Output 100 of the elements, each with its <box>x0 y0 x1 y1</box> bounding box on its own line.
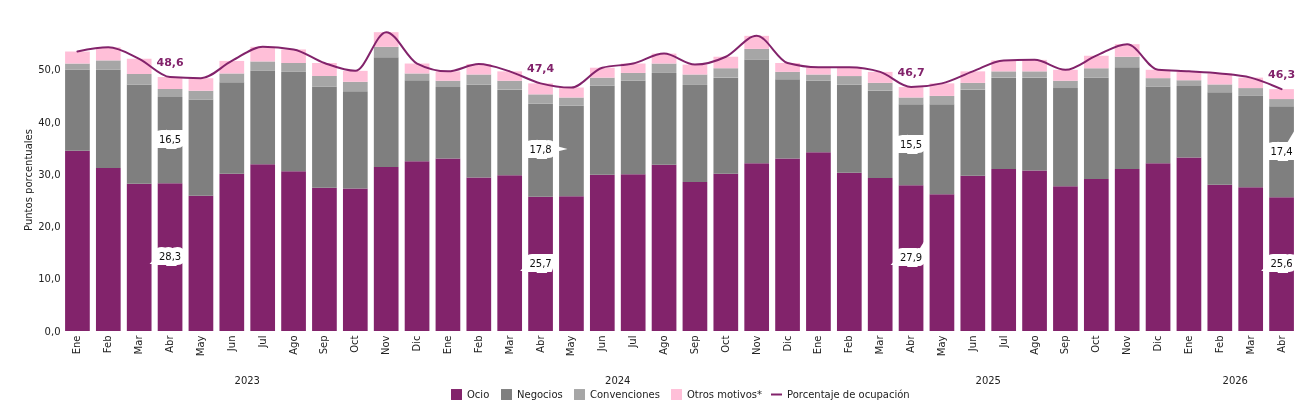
bar <box>497 89 523 176</box>
bar <box>1022 77 1047 171</box>
bar <box>1207 184 1233 331</box>
x-tick-label: Dic <box>781 335 793 352</box>
x-tick-label: Jun <box>596 335 608 353</box>
bar <box>281 71 306 172</box>
bar <box>1053 80 1078 89</box>
bar <box>682 182 708 331</box>
y-tick-label: 10,0 <box>38 273 61 285</box>
bar <box>435 87 461 159</box>
x-tick-label: Nov <box>1121 335 1133 356</box>
x-tick-label: Mar <box>503 334 515 355</box>
x-tick-label: Oct <box>1090 335 1102 353</box>
bar <box>188 78 214 91</box>
x-tick-label: Ene <box>71 335 83 355</box>
x-tick-label: Jul <box>997 335 1009 349</box>
x-tick-label: May <box>935 335 947 357</box>
bar <box>65 63 90 70</box>
bar <box>929 194 955 331</box>
y-tick-label: 20,0 <box>38 221 61 233</box>
bar <box>559 97 584 106</box>
legend-label: Negocios <box>517 388 563 400</box>
bar <box>960 82 986 90</box>
bar <box>157 77 183 90</box>
x-tick-label: Dic <box>411 335 423 352</box>
bar <box>898 97 924 105</box>
bar <box>1238 95 1264 188</box>
x-tick-label: Mar <box>133 334 145 355</box>
bar <box>435 80 461 88</box>
bar <box>342 91 368 189</box>
bar <box>466 84 492 178</box>
data-label: 47,4 <box>526 62 555 76</box>
data-label: 46,3 <box>1267 68 1296 82</box>
bar <box>188 99 214 196</box>
x-tick-label: May <box>194 335 206 357</box>
x-tick-label: Jul <box>256 335 268 349</box>
data-label: 15,5 <box>899 138 923 150</box>
bar <box>250 164 276 331</box>
bar <box>281 171 306 331</box>
data-label: 28,3 <box>158 251 182 263</box>
bar <box>342 70 368 82</box>
bar <box>929 83 955 96</box>
bar <box>250 70 276 165</box>
bar <box>1083 68 1109 78</box>
bar <box>435 71 461 81</box>
bar <box>682 74 708 85</box>
x-tick-label: Abr <box>905 334 917 353</box>
bar <box>188 90 214 100</box>
bar <box>744 48 770 60</box>
data-label: 48,6 <box>156 56 184 70</box>
bar <box>126 183 152 331</box>
bar <box>188 195 214 331</box>
x-tick-label: Sep <box>688 335 700 355</box>
x-tick-label: Ene <box>812 335 824 355</box>
bar <box>528 94 553 104</box>
bar <box>620 80 646 175</box>
bar <box>1145 78 1171 87</box>
bar <box>559 87 584 98</box>
bar <box>126 73 152 85</box>
bar <box>836 76 862 85</box>
bar <box>744 59 770 164</box>
bar <box>373 46 399 58</box>
x-tick-label: Sep <box>1059 335 1071 355</box>
x-tick-label: Mar <box>1244 334 1256 355</box>
legend-label: Ocio <box>467 388 490 400</box>
bar <box>342 81 368 92</box>
bar <box>312 63 337 77</box>
bar <box>651 164 677 331</box>
bar <box>1269 99 1294 107</box>
bar <box>404 161 430 331</box>
legend-label: Porcentaje de ocupación <box>787 388 910 400</box>
bar <box>651 63 677 73</box>
x-tick-label: Ago <box>658 335 670 355</box>
bar <box>991 77 1017 170</box>
bar <box>281 49 306 63</box>
x-tick-label: Ene <box>1182 335 1194 355</box>
bar <box>682 84 708 183</box>
y-tick-label: 0,0 <box>44 325 61 337</box>
bar <box>713 68 739 78</box>
bar <box>157 89 183 97</box>
bar <box>620 174 646 331</box>
bar <box>65 51 90 64</box>
bar <box>497 80 523 90</box>
x-tick-label: Oct <box>719 335 731 353</box>
bar <box>589 85 615 175</box>
legend-label: Convenciones <box>590 388 660 400</box>
bar <box>1207 92 1233 185</box>
bar <box>559 105 584 197</box>
bar <box>404 73 430 81</box>
bar <box>1083 178 1109 331</box>
bar <box>1114 169 1140 331</box>
x-tick-label: Feb <box>102 335 114 354</box>
x-tick-label: Nov <box>380 335 392 356</box>
bar <box>775 79 800 159</box>
data-label: 25,6 <box>1270 258 1293 270</box>
bar <box>991 169 1017 331</box>
bar <box>219 73 245 83</box>
text: 2026 <box>1222 375 1248 386</box>
bar <box>65 69 90 151</box>
bar <box>744 163 770 331</box>
